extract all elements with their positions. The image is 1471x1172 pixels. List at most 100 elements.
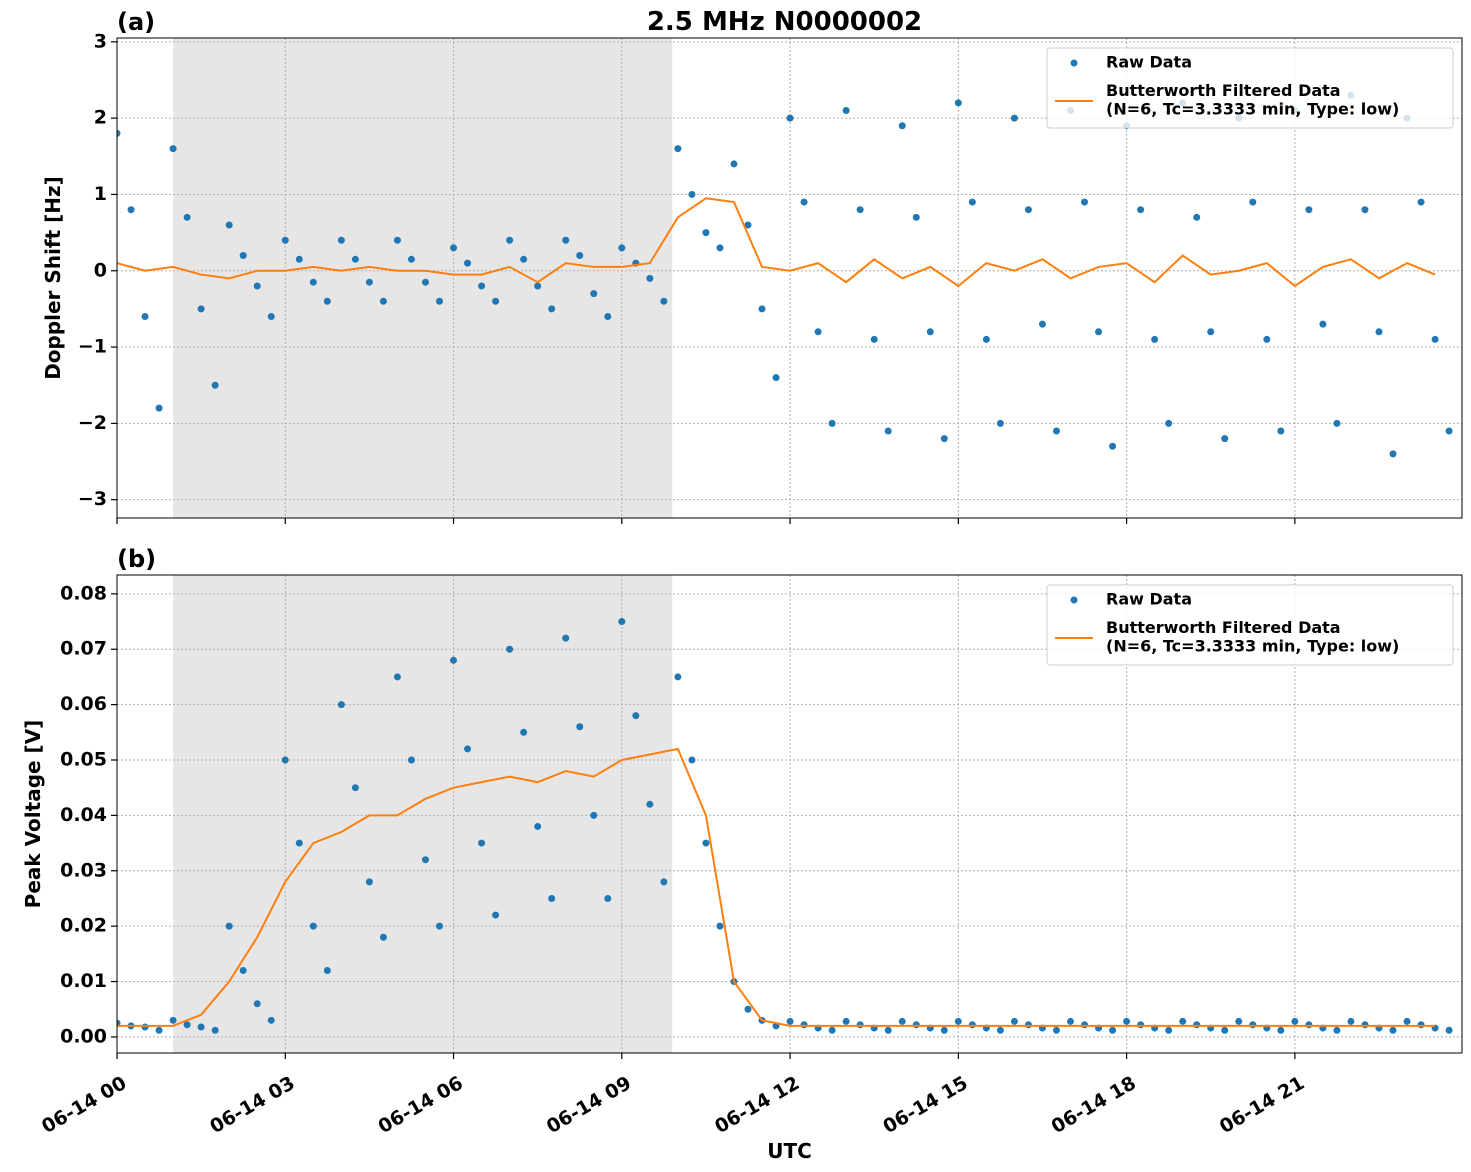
raw-point (155, 1026, 163, 1034)
raw-point (842, 1017, 850, 1025)
raw-point (520, 255, 528, 263)
raw-point (618, 618, 626, 626)
raw-point (954, 99, 962, 107)
panel-label: (b) (117, 545, 156, 573)
raw-point (576, 251, 584, 259)
raw-point (1165, 1026, 1173, 1034)
raw-point (912, 1021, 920, 1029)
raw-point (379, 933, 387, 941)
raw-point (1010, 1017, 1018, 1025)
y-tick-label: −2 (78, 412, 107, 434)
raw-point (169, 145, 177, 153)
raw-point (450, 656, 458, 664)
raw-point (632, 712, 640, 720)
raw-point (786, 1017, 794, 1025)
raw-point (996, 419, 1004, 427)
raw-point (562, 634, 570, 642)
raw-point (1207, 328, 1215, 336)
raw-point (253, 282, 261, 290)
raw-point (646, 800, 654, 808)
y-tick-label: 0.04 (60, 804, 107, 826)
raw-point (1221, 1026, 1229, 1034)
raw-point (702, 229, 710, 237)
x-tick-label: 06-14 03 (206, 1072, 298, 1138)
x-tick-label: 06-14 18 (1048, 1072, 1140, 1138)
raw-point (1403, 1017, 1411, 1025)
raw-point (940, 1026, 948, 1034)
filtered-line (117, 747, 1436, 1027)
panel: −3 −2 −1 0 1 2 3 (a) 2.5 MHz N0000002 Doppler Shi… (41, 7, 1463, 524)
legend-entry: Raw Data (1106, 53, 1192, 72)
raw-point (828, 1026, 836, 1034)
raw-point (800, 198, 808, 206)
raw-point (534, 282, 542, 290)
raw-point (828, 419, 836, 427)
raw-point (365, 878, 373, 886)
raw-point (323, 297, 331, 305)
raw-point (197, 305, 205, 313)
shaded-span (173, 575, 673, 1053)
raw-point (1095, 328, 1103, 336)
raw-point (1235, 1017, 1243, 1025)
shaded-span (173, 38, 673, 518)
raw-point (1109, 442, 1117, 450)
raw-point (1137, 1021, 1145, 1029)
y-tick-label: 0.07 (60, 638, 107, 660)
y-axis-label: Doppler Shift [Hz] (41, 176, 65, 380)
raw-point (295, 839, 303, 847)
raw-point (1067, 1017, 1075, 1025)
raw-point (786, 114, 794, 122)
panel-label: (a) (117, 8, 155, 36)
raw-point (898, 122, 906, 130)
raw-point (968, 1021, 976, 1029)
chart-title: 2.5 MHz N0000002 (647, 7, 922, 37)
raw-point (1179, 1017, 1187, 1025)
raw-point (744, 1005, 752, 1013)
raw-point (1389, 450, 1397, 458)
raw-point (267, 1016, 275, 1024)
raw-point (281, 236, 289, 244)
raw-point (506, 645, 514, 653)
raw-point (884, 427, 892, 435)
raw-point (127, 206, 135, 214)
raw-point (674, 145, 682, 153)
raw-point (478, 282, 486, 290)
raw-point (309, 278, 317, 286)
raw-point (590, 811, 598, 819)
x-tick-label: 06-14 15 (879, 1072, 971, 1138)
raw-point (1277, 427, 1285, 435)
y-tick-label: 0.05 (60, 748, 107, 770)
raw-point (506, 236, 514, 244)
raw-point (436, 297, 444, 305)
raw-point (1445, 1026, 1453, 1034)
raw-point (856, 1021, 864, 1029)
raw-point (660, 297, 668, 305)
raw-point (239, 251, 247, 259)
y-tick-label: 0 (94, 259, 107, 281)
filtered-line (117, 197, 1436, 288)
raw-point (365, 278, 373, 286)
raw-point (982, 335, 990, 343)
raw-point (421, 856, 429, 864)
raw-point (1291, 1017, 1299, 1025)
axes-frame (116, 37, 1463, 519)
raw-point (1305, 206, 1313, 214)
raw-point (618, 244, 626, 252)
raw-point (590, 290, 598, 298)
raw-point (225, 922, 233, 930)
raw-point (211, 1026, 219, 1034)
raw-point (478, 839, 486, 847)
raw-point (1151, 335, 1159, 343)
raw-point (239, 966, 247, 974)
raw-point (464, 745, 472, 753)
raw-point (716, 922, 724, 930)
raw-point (1263, 335, 1271, 343)
raw-point (856, 206, 864, 214)
raw-point (940, 435, 948, 443)
raw-point (1193, 1021, 1201, 1029)
raw-point (1277, 1026, 1285, 1034)
raw-point (660, 878, 668, 886)
raw-point (898, 1017, 906, 1025)
raw-point (604, 313, 612, 321)
y-tick-label: 3 (94, 30, 107, 52)
